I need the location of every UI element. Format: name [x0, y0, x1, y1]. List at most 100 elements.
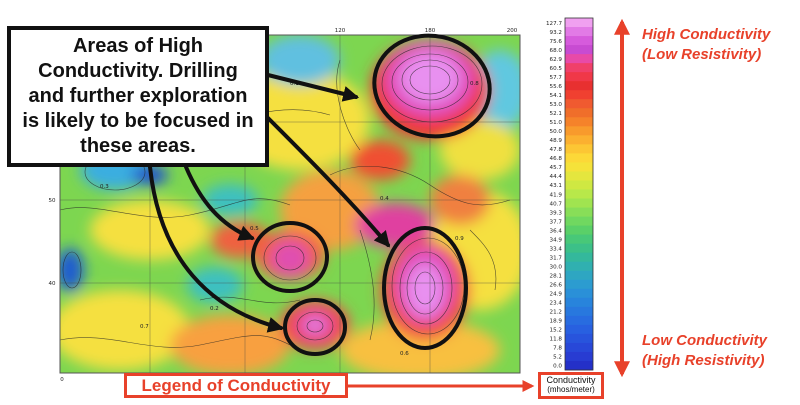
pointer-arrows	[148, 73, 391, 333]
colorbar-swatch	[565, 171, 593, 181]
colorbar-swatch	[565, 18, 593, 28]
high-conductivity-line2: (Low Resistivity)	[642, 46, 762, 63]
contour-label: 0.8	[470, 81, 479, 87]
colorbar-swatch	[565, 45, 593, 55]
bottom-tick-label: 0	[60, 377, 64, 383]
colorbar-value-label: 45.7	[550, 165, 563, 171]
zone-ellipse-south	[283, 298, 347, 356]
colorbar-value-label: 37.7	[550, 219, 563, 225]
colorbar-swatch	[565, 279, 593, 290]
left-tick-label: 40	[49, 281, 56, 287]
colorbar-swatch	[565, 324, 593, 335]
colorbar-swatch	[565, 99, 593, 109]
contour-label: 0.9	[455, 236, 464, 242]
colorbar-swatch	[565, 36, 593, 46]
colorbar-value-label: 41.9	[550, 192, 563, 198]
arrow-to-center-zone	[184, 165, 255, 241]
colorbar-value-label: 21.2	[550, 310, 562, 316]
top-tick-label: 180	[425, 28, 436, 34]
colorbar-value-label: 57.7	[550, 75, 563, 81]
colorbar-swatch	[565, 162, 593, 172]
colorbar-value-label: 26.6	[550, 283, 563, 289]
colorbar-value-label: 43.1	[550, 183, 563, 189]
colorbar-value-label: 68.0	[550, 48, 563, 54]
colorbar-value-label: 53.0	[550, 102, 563, 108]
colorbar-swatch	[565, 270, 593, 281]
colorbar-value-label: 60.5	[550, 66, 563, 72]
colorbar-value-label: 33.4	[550, 246, 563, 252]
colorbar-swatch	[565, 27, 593, 37]
colorbar-value-label: 15.2	[550, 328, 562, 334]
colorbar-value-label: 52.1	[550, 111, 563, 117]
contour-label: 0.7	[140, 324, 149, 330]
colorbar-value-label: 39.3	[550, 210, 563, 216]
colorbar-value-label: 50.0	[550, 129, 563, 135]
colorbar-value-label: 36.4	[550, 228, 563, 234]
colorbar-value-label: 23.4	[550, 301, 563, 307]
colorbar-value-label: 47.8	[550, 147, 563, 153]
colorbar-swatch	[565, 315, 593, 326]
colorbar-value-label: 51.0	[550, 120, 563, 126]
colorbar-value-label: 30.0	[550, 264, 563, 270]
callout-box: Areas of High Conductivity. Drilling and…	[7, 26, 269, 167]
colorbar-value-label: 54.1	[550, 93, 563, 99]
colorbar-value-label: 24.9	[550, 292, 563, 298]
colorbar-swatch	[565, 63, 593, 73]
colorbar-swatch	[565, 108, 593, 118]
conductivity-colorbar: 127.7 93.2 75.6 68.0 62.9 60.5 57.7 55.6 54.1 53.…	[546, 17, 594, 371]
colorbar-swatch	[565, 207, 593, 217]
colorbar-swatch	[565, 90, 593, 100]
contour-label: 0.2	[210, 306, 219, 312]
colorbar-swatch	[565, 126, 593, 136]
zone-ellipse-east	[382, 226, 468, 350]
colorbar-value-label: 48.9	[550, 138, 563, 144]
colorbar-swatch	[565, 351, 593, 362]
colorbar-value-label: 46.8	[550, 156, 563, 162]
colorbar-swatch	[565, 180, 593, 190]
colorbar-swatch	[565, 243, 593, 254]
top-tick-label: 120	[335, 28, 346, 34]
colorbar-swatch	[565, 333, 593, 344]
colorbar-value-label: 40.7	[550, 201, 563, 207]
arrow-to-east-zone	[266, 116, 391, 248]
zone-ellipse-center	[251, 221, 329, 293]
colorbar-value-label: 55.6	[550, 84, 563, 90]
colorbar-swatch	[565, 252, 593, 263]
red-annotations	[348, 18, 630, 392]
contour-label: 0.3	[100, 184, 109, 190]
colorbar-swatch	[565, 306, 593, 317]
contour-label: 0.6	[400, 351, 409, 357]
colorbar-value-label: 31.7	[550, 255, 563, 261]
left-tick-label: 50	[49, 198, 56, 204]
callout-text: Areas of High Conductivity. Drilling and…	[22, 35, 254, 157]
low-conductivity-line1: Low Conductivity	[642, 332, 767, 349]
colorbar-value-label: 28.1	[550, 273, 563, 279]
colorbar-value-label: 34.9	[550, 237, 563, 243]
colorbar-swatch	[565, 234, 593, 245]
contour-map: 0.1 0.3 0.8 0.4 0.7 0.5 0.6 0.9 0.2	[60, 35, 520, 373]
colorbar-swatch	[565, 198, 593, 208]
high-conductivity-label: High Conductivity (Low Resistivity)	[642, 25, 770, 65]
colorbar-value-label: 0.0	[553, 364, 562, 370]
colorbar-value-label: 7.8	[553, 346, 562, 352]
colorbar-value-label: 127.7	[546, 21, 562, 27]
colorbar-swatch	[565, 189, 593, 199]
colorbar-swatch	[565, 297, 593, 308]
map-axis-ticks: 120 180 200 50 40 0	[49, 28, 518, 383]
contour-label: 0.5	[250, 226, 259, 232]
top-tick-label: 200	[507, 28, 518, 34]
colorbar-title: Conductivity	[546, 375, 596, 385]
colorbar-value-label: 18.9	[550, 319, 563, 325]
colorbar-swatch	[565, 117, 593, 127]
colorbar-swatch	[565, 144, 593, 154]
colorbar-swatch	[565, 261, 593, 272]
colorbar-swatch	[565, 360, 593, 371]
colorbar-value-label: 5.2	[553, 355, 562, 361]
colorbar-title-box: Conductivity (mhos/meter)	[538, 372, 604, 399]
colorbar-swatch	[565, 54, 593, 64]
colorbar-value-label: 62.9	[550, 57, 563, 63]
colorbar-value-label: 93.2	[550, 30, 562, 36]
zone-ellipse-north	[372, 33, 492, 139]
high-conductivity-zones	[251, 33, 492, 356]
